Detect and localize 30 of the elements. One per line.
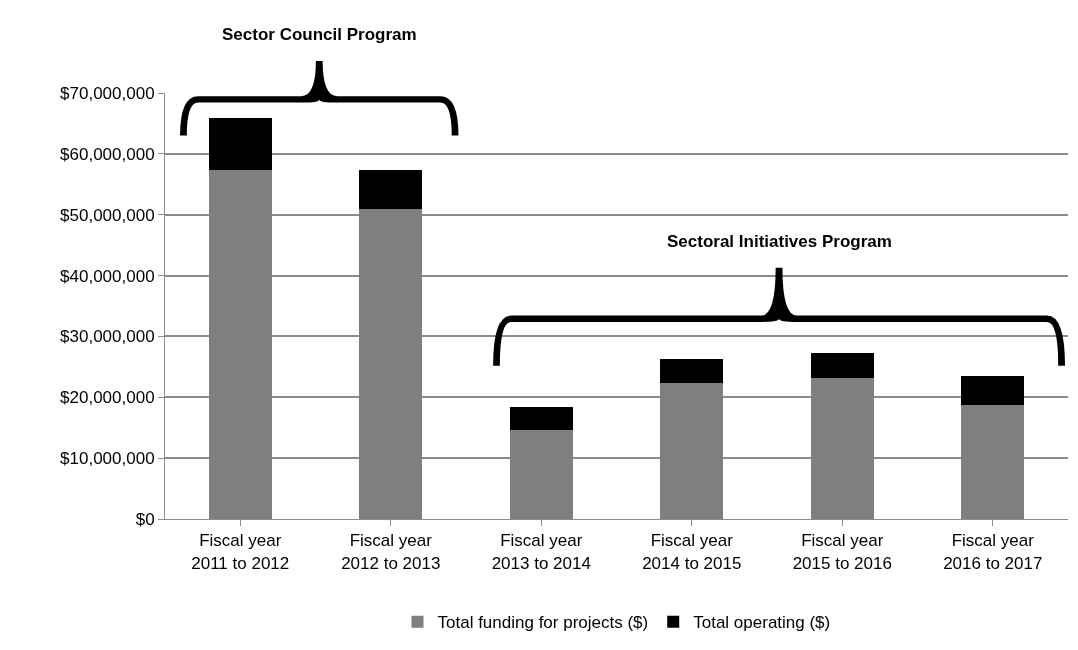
y-tick-label: $70,000,000: [60, 83, 155, 103]
bar: [208, 117, 272, 171]
bar: [509, 429, 573, 519]
bar: [810, 353, 874, 379]
x-tick-label: Fiscal year 2014 to 2015: [642, 531, 742, 573]
x-tick-label: Fiscal year 2016 to 2017: [943, 531, 1043, 573]
bar: [810, 378, 874, 519]
bar: [509, 407, 573, 430]
bar: [660, 358, 724, 383]
y-tick-label: $60,000,000: [60, 144, 155, 164]
legend-label: Total funding for projects ($): [437, 613, 649, 633]
bar: [961, 375, 1025, 405]
bar: [961, 404, 1025, 519]
x-tick-label: Fiscal year 2012 to 2013: [341, 531, 441, 573]
x-tick-label: Fiscal year 2015 to 2016: [792, 531, 892, 573]
legend-label: Total operating ($): [693, 613, 831, 633]
bar: [208, 170, 272, 519]
x-tick-label: Fiscal year 2011 to 2012: [191, 531, 290, 573]
bar: [660, 382, 724, 519]
bar: [359, 209, 423, 519]
x-tick-label: Fiscal year 2013 to 2014: [491, 531, 591, 573]
y-tick-label: $40,000,000: [60, 266, 155, 286]
bar: [359, 170, 423, 210]
y-tick-label: $10,000,000: [60, 449, 155, 469]
y-tick-label: $50,000,000: [60, 205, 155, 225]
y-tick-label: $20,000,000: [60, 388, 155, 408]
text: Sector Council Program: [222, 25, 417, 44]
y-tick-label: $0: [135, 509, 155, 529]
annotation: Sectoral Initiatives Program: [667, 232, 892, 251]
y-tick-label: $30,000,000: [60, 327, 155, 347]
